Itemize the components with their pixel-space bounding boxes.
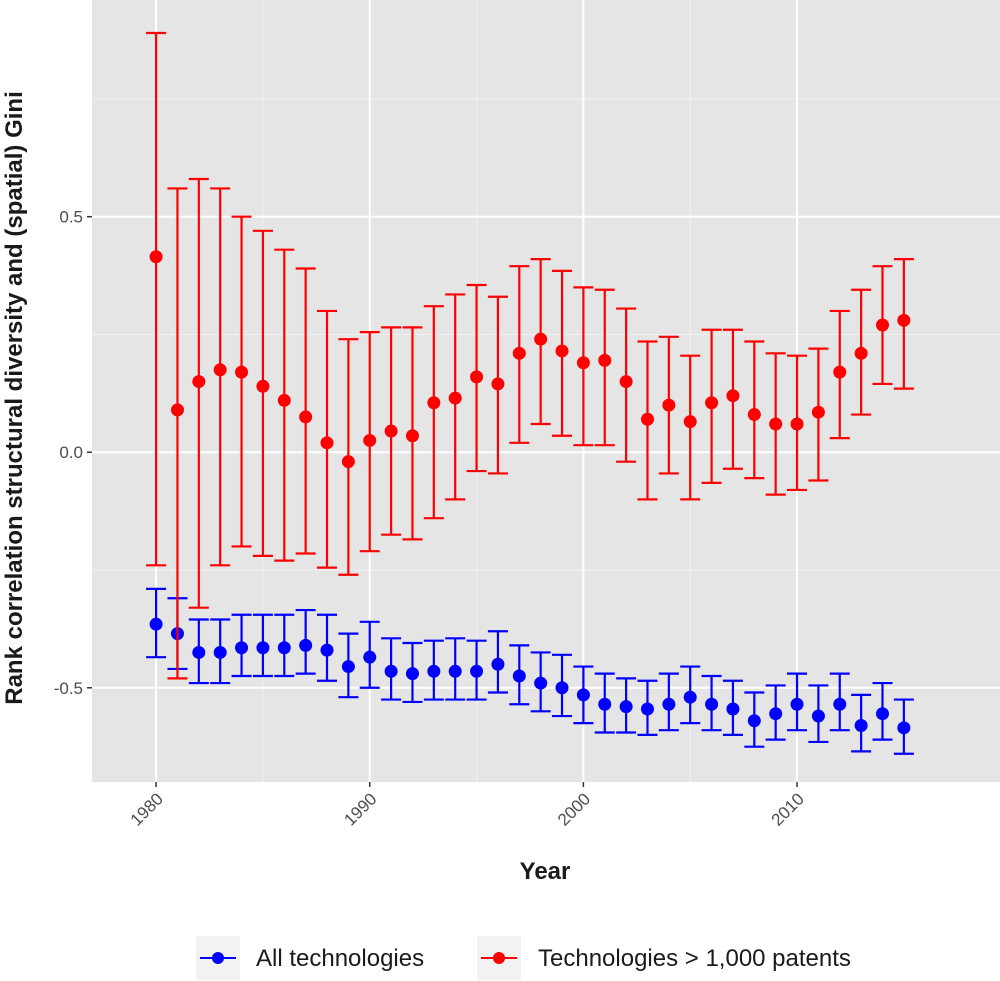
series-all-technologies xyxy=(146,587,914,755)
data-point xyxy=(619,700,633,714)
data-point xyxy=(192,645,206,659)
x-axis-ticks: 1980 1990 2000 2010 xyxy=(127,782,808,830)
data-point xyxy=(235,641,249,655)
data-point xyxy=(555,681,569,695)
y-tick-label: -0.5 xyxy=(54,679,83,698)
data-point xyxy=(619,375,633,389)
data-point xyxy=(683,690,697,704)
data-point xyxy=(662,697,676,711)
y-tick-label: 0.5 xyxy=(59,208,83,227)
data-point xyxy=(256,379,270,393)
legend-label-large-technologies: Technologies > 1,000 patents xyxy=(538,945,851,972)
data-point xyxy=(235,365,249,379)
x-tick-label: 2000 xyxy=(554,789,594,829)
data-point xyxy=(640,412,654,426)
data-point xyxy=(705,396,719,410)
data-point xyxy=(875,318,889,332)
legend-key-large-technologies-point xyxy=(493,952,505,964)
data-point xyxy=(170,403,184,417)
data-point xyxy=(491,657,505,671)
data-point xyxy=(897,313,911,327)
data-point xyxy=(576,688,590,702)
data-point xyxy=(683,415,697,429)
data-point xyxy=(448,391,462,405)
data-point xyxy=(213,363,227,377)
data-point xyxy=(640,702,654,716)
legend-label-all-technologies: All technologies xyxy=(256,945,424,972)
data-point xyxy=(363,433,377,447)
data-point xyxy=(512,669,526,683)
data-point xyxy=(405,429,419,443)
data-point xyxy=(769,707,783,721)
x-tick-label: 1990 xyxy=(340,789,380,829)
data-point xyxy=(555,344,569,358)
data-point xyxy=(833,365,847,379)
data-point xyxy=(363,650,377,664)
data-point xyxy=(405,667,419,681)
data-point xyxy=(705,697,719,711)
data-point xyxy=(726,389,740,403)
data-point xyxy=(277,393,291,407)
plot-panel xyxy=(92,0,1000,782)
data-point xyxy=(149,250,163,264)
y-axis-ticks: 0.5 0.0 -0.5 xyxy=(54,208,92,698)
data-point xyxy=(149,617,163,631)
data-point xyxy=(790,417,804,431)
legend-key-all-technologies-point xyxy=(212,952,224,964)
series-large-technologies xyxy=(146,31,914,680)
data-point xyxy=(512,346,526,360)
data-point xyxy=(854,346,868,360)
data-marks xyxy=(146,31,914,755)
data-point xyxy=(897,721,911,735)
data-point xyxy=(811,405,825,419)
data-point xyxy=(299,638,313,652)
data-point xyxy=(277,641,291,655)
data-point xyxy=(341,660,355,674)
data-point xyxy=(598,697,612,711)
data-point xyxy=(534,332,548,346)
data-point xyxy=(811,709,825,723)
data-point xyxy=(384,424,398,438)
data-point xyxy=(427,396,441,410)
data-point xyxy=(747,714,761,728)
data-point xyxy=(192,375,206,389)
data-point xyxy=(256,641,270,655)
data-point xyxy=(769,417,783,431)
data-point xyxy=(854,718,868,732)
y-tick-label: 0.0 xyxy=(59,443,83,462)
data-point xyxy=(747,408,761,422)
data-point xyxy=(320,643,334,657)
data-point xyxy=(427,664,441,678)
x-axis-title: Year xyxy=(520,858,571,885)
data-point xyxy=(448,664,462,678)
data-point xyxy=(576,356,590,370)
y-axis-title: Rank correlation structural diversity an… xyxy=(1,91,28,705)
data-point xyxy=(726,702,740,716)
data-point xyxy=(534,676,548,690)
data-point xyxy=(833,697,847,711)
data-point xyxy=(299,410,313,424)
legend: All technologies Technologies > 1,000 pa… xyxy=(196,936,851,980)
x-tick-label: 1980 xyxy=(127,789,167,829)
x-tick-label: 2010 xyxy=(768,789,808,829)
data-point xyxy=(470,664,484,678)
data-point xyxy=(491,377,505,391)
data-point xyxy=(341,455,355,469)
data-point xyxy=(470,370,484,384)
data-point xyxy=(790,697,804,711)
data-point xyxy=(320,436,334,450)
data-point xyxy=(213,645,227,659)
data-point xyxy=(384,664,398,678)
data-point xyxy=(662,398,676,412)
data-point xyxy=(875,707,889,721)
data-point xyxy=(598,353,612,367)
